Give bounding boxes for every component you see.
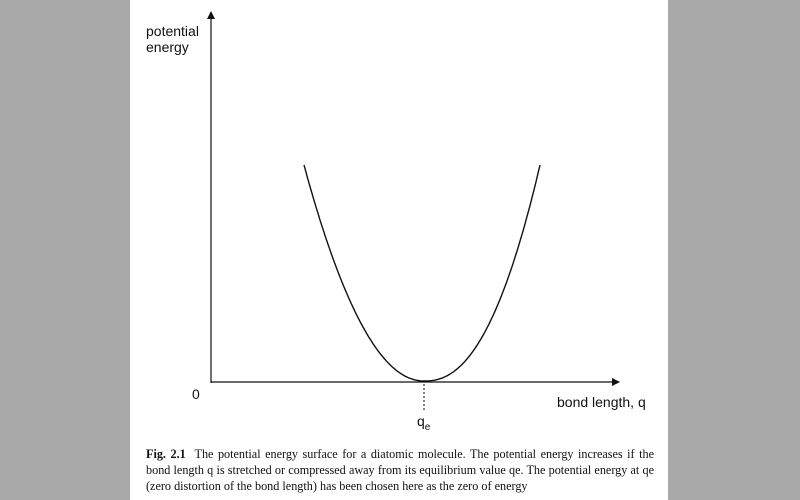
caption-text: The potential energy surface for a diato… — [146, 447, 654, 493]
equilibrium-label: qe — [417, 413, 431, 433]
y-axis-label-line2: energy — [146, 39, 189, 55]
x-axis-label: bond length, q — [557, 394, 646, 410]
figure-caption: Fig. 2.1 The potential energy surface fo… — [146, 446, 654, 494]
potential-energy-diagram: potential energy 0 bond length, q qe — [146, 11, 646, 433]
figure-page: potential energy 0 bond length, q qe Fig… — [130, 0, 668, 500]
equilibrium-symbol: q — [417, 413, 425, 429]
caption-label: Fig. 2.1 — [146, 447, 186, 461]
potential-energy-curve — [303, 164, 541, 382]
origin-label: 0 — [192, 386, 200, 402]
y-axis-label-line1: potential — [146, 23, 199, 39]
equilibrium-subscript: e — [425, 422, 431, 433]
